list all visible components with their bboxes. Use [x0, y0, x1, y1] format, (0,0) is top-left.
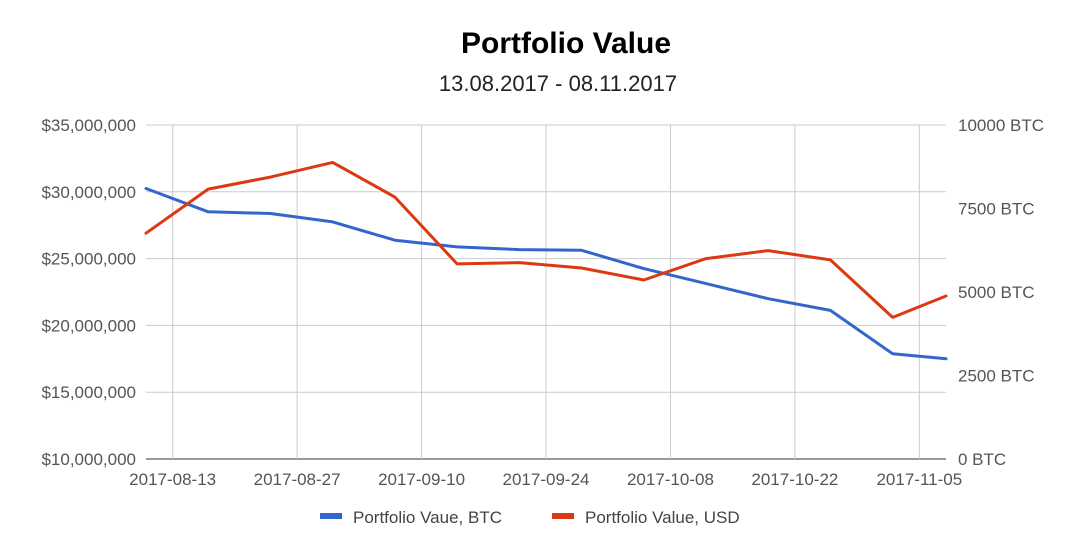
- y-left-tick-label: $30,000,000: [41, 183, 136, 202]
- y-right-tick-label: 0 BTC: [958, 450, 1006, 469]
- chart-subtitle: 13.08.2017 - 08.11.2017: [439, 71, 677, 96]
- y-left-tick-label: $15,000,000: [41, 383, 136, 402]
- x-axis: 2017-08-13 2017-08-27 2017-09-10 2017-09-24…: [129, 470, 962, 489]
- x-tick-label: 2017-10-08: [627, 470, 714, 489]
- y-right-tick-label: 7500 BTC: [958, 200, 1035, 219]
- legend-label: Portfolio Value, USD: [585, 508, 740, 527]
- x-tick-label: 2017-09-10: [378, 470, 465, 489]
- x-tick-label: 2017-09-24: [503, 470, 590, 489]
- series-line-btc: [144, 187, 948, 361]
- x-tick-label: 2017-10-22: [751, 470, 838, 489]
- legend-swatch: [552, 513, 574, 519]
- y-right-tick-label: 10000 BTC: [958, 116, 1044, 135]
- y-right-tick-label: 2500 BTC: [958, 367, 1035, 386]
- series-line-usd: [144, 160, 948, 319]
- chart-title: Portfolio Value: [461, 27, 671, 60]
- left-y-axis: $10,000,000 $15,000,000 $20,000,000 $25,000…: [41, 116, 136, 469]
- right-y-axis: 0 BTC 2500 BTC 5000 BTC 7500 BTC 10000 BTC: [958, 116, 1044, 469]
- legend-label: Portfolio Vaue, BTC: [353, 508, 502, 527]
- x-tick-label: 2017-08-13: [129, 470, 216, 489]
- legend-swatch: [320, 513, 342, 519]
- y-right-tick-label: 5000 BTC: [958, 283, 1035, 302]
- series-lines: [144, 160, 948, 361]
- y-left-tick-label: $10,000,000: [41, 450, 136, 469]
- x-tick-label: 2017-08-27: [254, 470, 341, 489]
- y-left-tick-label: $35,000,000: [41, 116, 136, 135]
- y-left-tick-label: $25,000,000: [41, 250, 136, 269]
- legend: Portfolio Vaue, BTC Portfolio Value, USD: [320, 508, 740, 527]
- x-tick-label: 2017-11-05: [876, 470, 962, 489]
- y-left-tick-label: $20,000,000: [41, 316, 136, 335]
- gridlines: [146, 124, 946, 460]
